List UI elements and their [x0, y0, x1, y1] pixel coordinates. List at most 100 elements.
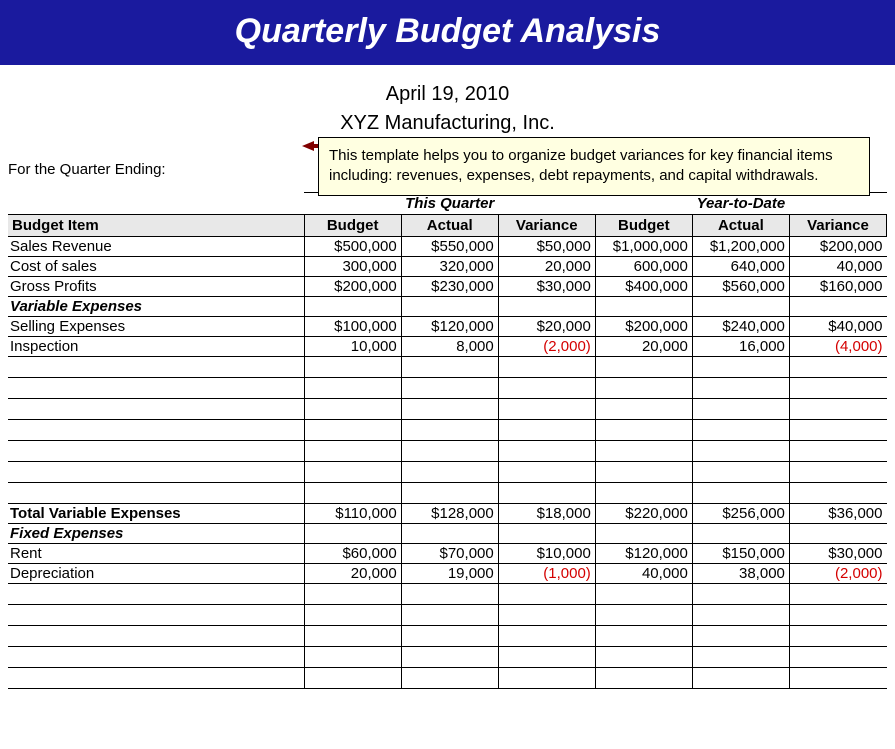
- table-cell: [498, 357, 595, 378]
- table-cell: $50,000: [498, 237, 595, 257]
- page-body: April 19, 2010 XYZ Manufacturing, Inc. T…: [0, 83, 895, 689]
- budget-table: This Quarter Year-to-Date Budget Item Bu…: [8, 192, 887, 689]
- table-cell: $200,000: [304, 277, 401, 297]
- table-cell: 20,000: [498, 257, 595, 277]
- table-cell: [401, 297, 498, 317]
- table-cell: 40,000: [789, 257, 886, 277]
- table-cell: [595, 626, 692, 647]
- table-cell: [789, 668, 886, 689]
- table-cell: [789, 524, 886, 544]
- table-cell: [304, 462, 401, 483]
- table-cell: $18,000: [498, 504, 595, 524]
- table-cell: [304, 647, 401, 668]
- tooltip-text: This template helps you to organize budg…: [329, 147, 833, 184]
- table-cell: [401, 647, 498, 668]
- table-cell: [692, 441, 789, 462]
- table-cell: $550,000: [401, 237, 498, 257]
- table-cell: [401, 378, 498, 399]
- table-cell: $120,000: [595, 544, 692, 564]
- table-empty-row: [8, 647, 887, 668]
- table-cell: [498, 462, 595, 483]
- table-cell: [692, 483, 789, 504]
- table-cell: [401, 357, 498, 378]
- table-cell: $70,000: [401, 544, 498, 564]
- table-cell: [789, 357, 886, 378]
- row-label: [8, 462, 304, 483]
- table-cell: [498, 626, 595, 647]
- table-empty-row: [8, 626, 887, 647]
- table-cell: 300,000: [304, 257, 401, 277]
- table-cell: [595, 378, 692, 399]
- table-cell: [595, 357, 692, 378]
- table-empty-row: [8, 483, 887, 504]
- table-cell: [692, 524, 789, 544]
- row-label: Total Variable Expenses: [8, 504, 304, 524]
- table-cell: [304, 605, 401, 626]
- table-cell: (4,000): [789, 337, 886, 357]
- table-cell: 19,000: [401, 564, 498, 584]
- col-header-ytd-variance: Variance: [789, 215, 886, 237]
- row-label: [8, 584, 304, 605]
- table-row: Variable Expenses: [8, 297, 887, 317]
- document-date: April 19, 2010: [8, 83, 887, 106]
- table-cell: $220,000: [595, 504, 692, 524]
- company-name: XYZ Manufacturing, Inc.: [8, 112, 887, 135]
- table-cell: [498, 441, 595, 462]
- table-cell: [595, 462, 692, 483]
- table-cell: [498, 647, 595, 668]
- table-cell: [789, 399, 886, 420]
- table-cell: [692, 647, 789, 668]
- table-cell: [595, 441, 692, 462]
- table-cell: [789, 647, 886, 668]
- table-cell: 38,000: [692, 564, 789, 584]
- table-cell: [304, 441, 401, 462]
- table-cell: $200,000: [789, 237, 886, 257]
- table-cell: $10,000: [498, 544, 595, 564]
- table-empty-row: [8, 420, 887, 441]
- row-label: [8, 647, 304, 668]
- table-cell: [304, 483, 401, 504]
- table-cell: [304, 584, 401, 605]
- table-cell: $200,000: [595, 317, 692, 337]
- table-cell: [789, 441, 886, 462]
- table-cell: [304, 668, 401, 689]
- table-cell: [498, 378, 595, 399]
- table-cell: [789, 462, 886, 483]
- table-row: Selling Expenses$100,000$120,000$20,000$…: [8, 317, 887, 337]
- table-cell: [692, 605, 789, 626]
- row-label: Depreciation: [8, 564, 304, 584]
- table-cell: [304, 626, 401, 647]
- table-cell: [789, 297, 886, 317]
- table-cell: $128,000: [401, 504, 498, 524]
- table-row: Sales Revenue$500,000$550,000$50,000$1,0…: [8, 237, 887, 257]
- table-cell: [595, 483, 692, 504]
- col-header-tq-variance: Variance: [498, 215, 595, 237]
- table-cell: [401, 483, 498, 504]
- table-cell: [498, 524, 595, 544]
- table-cell: [595, 584, 692, 605]
- table-cell: $1,000,000: [595, 237, 692, 257]
- table-cell: [498, 483, 595, 504]
- table-cell: [304, 420, 401, 441]
- table-empty-row: [8, 399, 887, 420]
- row-label: [8, 668, 304, 689]
- table-cell: [304, 297, 401, 317]
- table-cell: 16,000: [692, 337, 789, 357]
- table-cell: [401, 524, 498, 544]
- table-cell: [498, 668, 595, 689]
- table-empty-row: [8, 357, 887, 378]
- table-cell: [595, 524, 692, 544]
- table-cell: $400,000: [595, 277, 692, 297]
- row-label: Inspection: [8, 337, 304, 357]
- table-empty-row: [8, 441, 887, 462]
- row-label: [8, 357, 304, 378]
- table-cell: [498, 399, 595, 420]
- table-cell: 600,000: [595, 257, 692, 277]
- table-cell: [789, 605, 886, 626]
- table-cell: 320,000: [401, 257, 498, 277]
- group-header-year-to-date: Year-to-Date: [595, 193, 886, 215]
- tooltip: This template helps you to organize budg…: [318, 137, 870, 196]
- table-cell: [498, 297, 595, 317]
- table-cell: $20,000: [498, 317, 595, 337]
- table-cell: [304, 357, 401, 378]
